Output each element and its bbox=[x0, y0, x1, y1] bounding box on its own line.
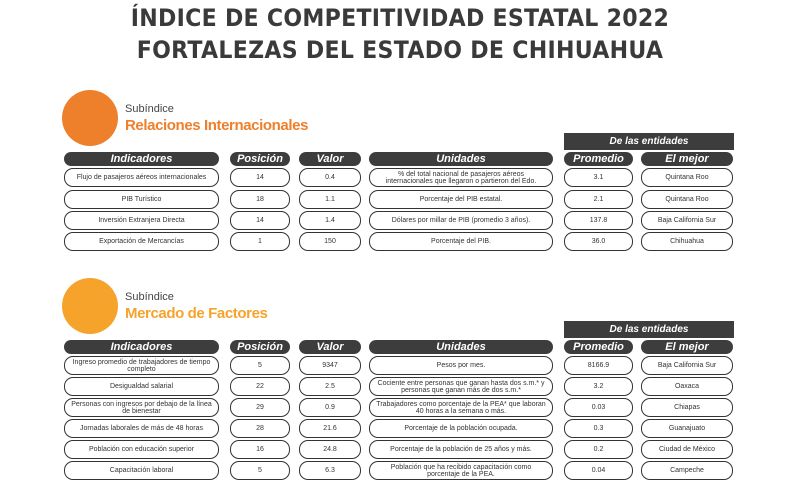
cell-el-mejor: Chiapas bbox=[641, 398, 733, 417]
cell-el-mejor: Baja California Sur bbox=[641, 211, 733, 230]
column-header-indicador: Indicadores bbox=[64, 152, 219, 166]
column-header-unidades: Unidades bbox=[369, 340, 553, 354]
cell-posicion: 29 bbox=[230, 398, 290, 417]
cell-valor: 21.6 bbox=[299, 419, 361, 438]
cell-promedio: 0.04 bbox=[564, 461, 633, 480]
cell-posicion: 14 bbox=[230, 168, 290, 187]
cell-unidades: % del total nacional de pasajeros aéreos… bbox=[369, 168, 553, 187]
column-header-valor: Valor bbox=[299, 152, 361, 166]
column-header-posicion: Posición bbox=[230, 152, 290, 166]
cell-indicador: Desigualdad salarial bbox=[64, 377, 219, 396]
cell-valor: 150 bbox=[299, 232, 361, 251]
page-title-line1: ÍNDICE DE COMPETITIVIDAD ESTATAL 2022 bbox=[130, 4, 670, 32]
cell-unidades: Porcentaje de la población de 25 años y … bbox=[369, 440, 553, 459]
subindice-label: Subíndice bbox=[125, 103, 174, 115]
cell-el-mejor: Quintana Roo bbox=[641, 168, 733, 187]
cell-unidades: Dólares por millar de PIB (promedio 3 añ… bbox=[369, 211, 553, 230]
cell-unidades: Porcentaje del PIB. bbox=[369, 232, 553, 251]
cell-valor: 0.9 bbox=[299, 398, 361, 417]
cell-indicador: Personas con ingresos por debajo de la l… bbox=[64, 398, 219, 417]
cell-valor: 0.4 bbox=[299, 168, 361, 187]
cell-promedio: 3.1 bbox=[564, 168, 633, 187]
cell-posicion: 28 bbox=[230, 419, 290, 438]
cell-unidades: Pesos por mes. bbox=[369, 356, 553, 375]
cell-promedio: 0.3 bbox=[564, 419, 633, 438]
column-header-promedio: Promedio bbox=[564, 340, 633, 354]
cell-indicador: Jornadas laborales de más de 48 horas bbox=[64, 419, 219, 438]
cell-el-mejor: Baja California Sur bbox=[641, 356, 733, 375]
cell-valor: 1.4 bbox=[299, 211, 361, 230]
cell-indicador: PIB Turístico bbox=[64, 190, 219, 209]
cell-indicador: Población con educación superior bbox=[64, 440, 219, 459]
subindice-name: Mercado de Factores bbox=[125, 305, 268, 322]
cell-unidades: Cociente entre personas que ganan hasta … bbox=[369, 377, 553, 396]
cell-el-mejor: Oaxaca bbox=[641, 377, 733, 396]
cell-indicador: Inversión Extranjera Directa bbox=[64, 211, 219, 230]
cell-posicion: 5 bbox=[230, 461, 290, 480]
cell-valor: 24.8 bbox=[299, 440, 361, 459]
cell-promedio: 3.2 bbox=[564, 377, 633, 396]
column-header-unidades: Unidades bbox=[369, 152, 553, 166]
cell-indicador: Flujo de pasajeros aéreos internacionale… bbox=[64, 168, 219, 187]
cell-posicion: 22 bbox=[230, 377, 290, 396]
column-header-promedio: Promedio bbox=[564, 152, 633, 166]
column-header-el-mejor: El mejor bbox=[641, 340, 733, 354]
cell-el-mejor: Chihuahua bbox=[641, 232, 733, 251]
cell-valor: 9347 bbox=[299, 356, 361, 375]
entidades-header: De las entidades bbox=[564, 321, 734, 338]
cell-unidades: Porcentaje del PIB estatal. bbox=[369, 190, 553, 209]
cell-el-mejor: Ciudad de México bbox=[641, 440, 733, 459]
cell-promedio: 0.03 bbox=[564, 398, 633, 417]
cell-posicion: 18 bbox=[230, 190, 290, 209]
cell-promedio: 0.2 bbox=[564, 440, 633, 459]
subindice-name: Relaciones Internacionales bbox=[125, 117, 309, 134]
cell-valor: 2.5 bbox=[299, 377, 361, 396]
cell-promedio: 36.0 bbox=[564, 232, 633, 251]
cell-posicion: 14 bbox=[230, 211, 290, 230]
entidades-header: De las entidades bbox=[564, 133, 734, 150]
cell-unidades: Población que ha recibido capacitación c… bbox=[369, 461, 553, 480]
column-header-indicador: Indicadores bbox=[64, 340, 219, 354]
cell-valor: 1.1 bbox=[299, 190, 361, 209]
cell-el-mejor: Campeche bbox=[641, 461, 733, 480]
cell-indicador: Exportación de Mercancías bbox=[64, 232, 219, 251]
cell-posicion: 16 bbox=[230, 440, 290, 459]
cell-el-mejor: Quintana Roo bbox=[641, 190, 733, 209]
cell-indicador: Ingreso promedio de trabajadores de tiem… bbox=[64, 356, 219, 375]
page-title-line2: FORTALEZAS DEL ESTADO DE CHIHUAHUA bbox=[136, 36, 664, 64]
cell-posicion: 1 bbox=[230, 232, 290, 251]
section-circle-icon bbox=[62, 278, 118, 334]
cell-unidades: Trabajadores como porcentaje de la PEA* … bbox=[369, 398, 553, 417]
cell-promedio: 2.1 bbox=[564, 190, 633, 209]
cell-el-mejor: Guanajuato bbox=[641, 419, 733, 438]
section-circle-icon bbox=[62, 90, 118, 146]
cell-valor: 6.3 bbox=[299, 461, 361, 480]
subindice-label: Subíndice bbox=[125, 291, 174, 303]
column-header-posicion: Posición bbox=[230, 340, 290, 354]
column-header-el-mejor: El mejor bbox=[641, 152, 733, 166]
cell-unidades: Porcentaje de la población ocupada. bbox=[369, 419, 553, 438]
cell-indicador: Capacitación laboral bbox=[64, 461, 219, 480]
cell-promedio: 8166.9 bbox=[564, 356, 633, 375]
cell-posicion: 5 bbox=[230, 356, 290, 375]
cell-promedio: 137.8 bbox=[564, 211, 633, 230]
column-header-valor: Valor bbox=[299, 340, 361, 354]
